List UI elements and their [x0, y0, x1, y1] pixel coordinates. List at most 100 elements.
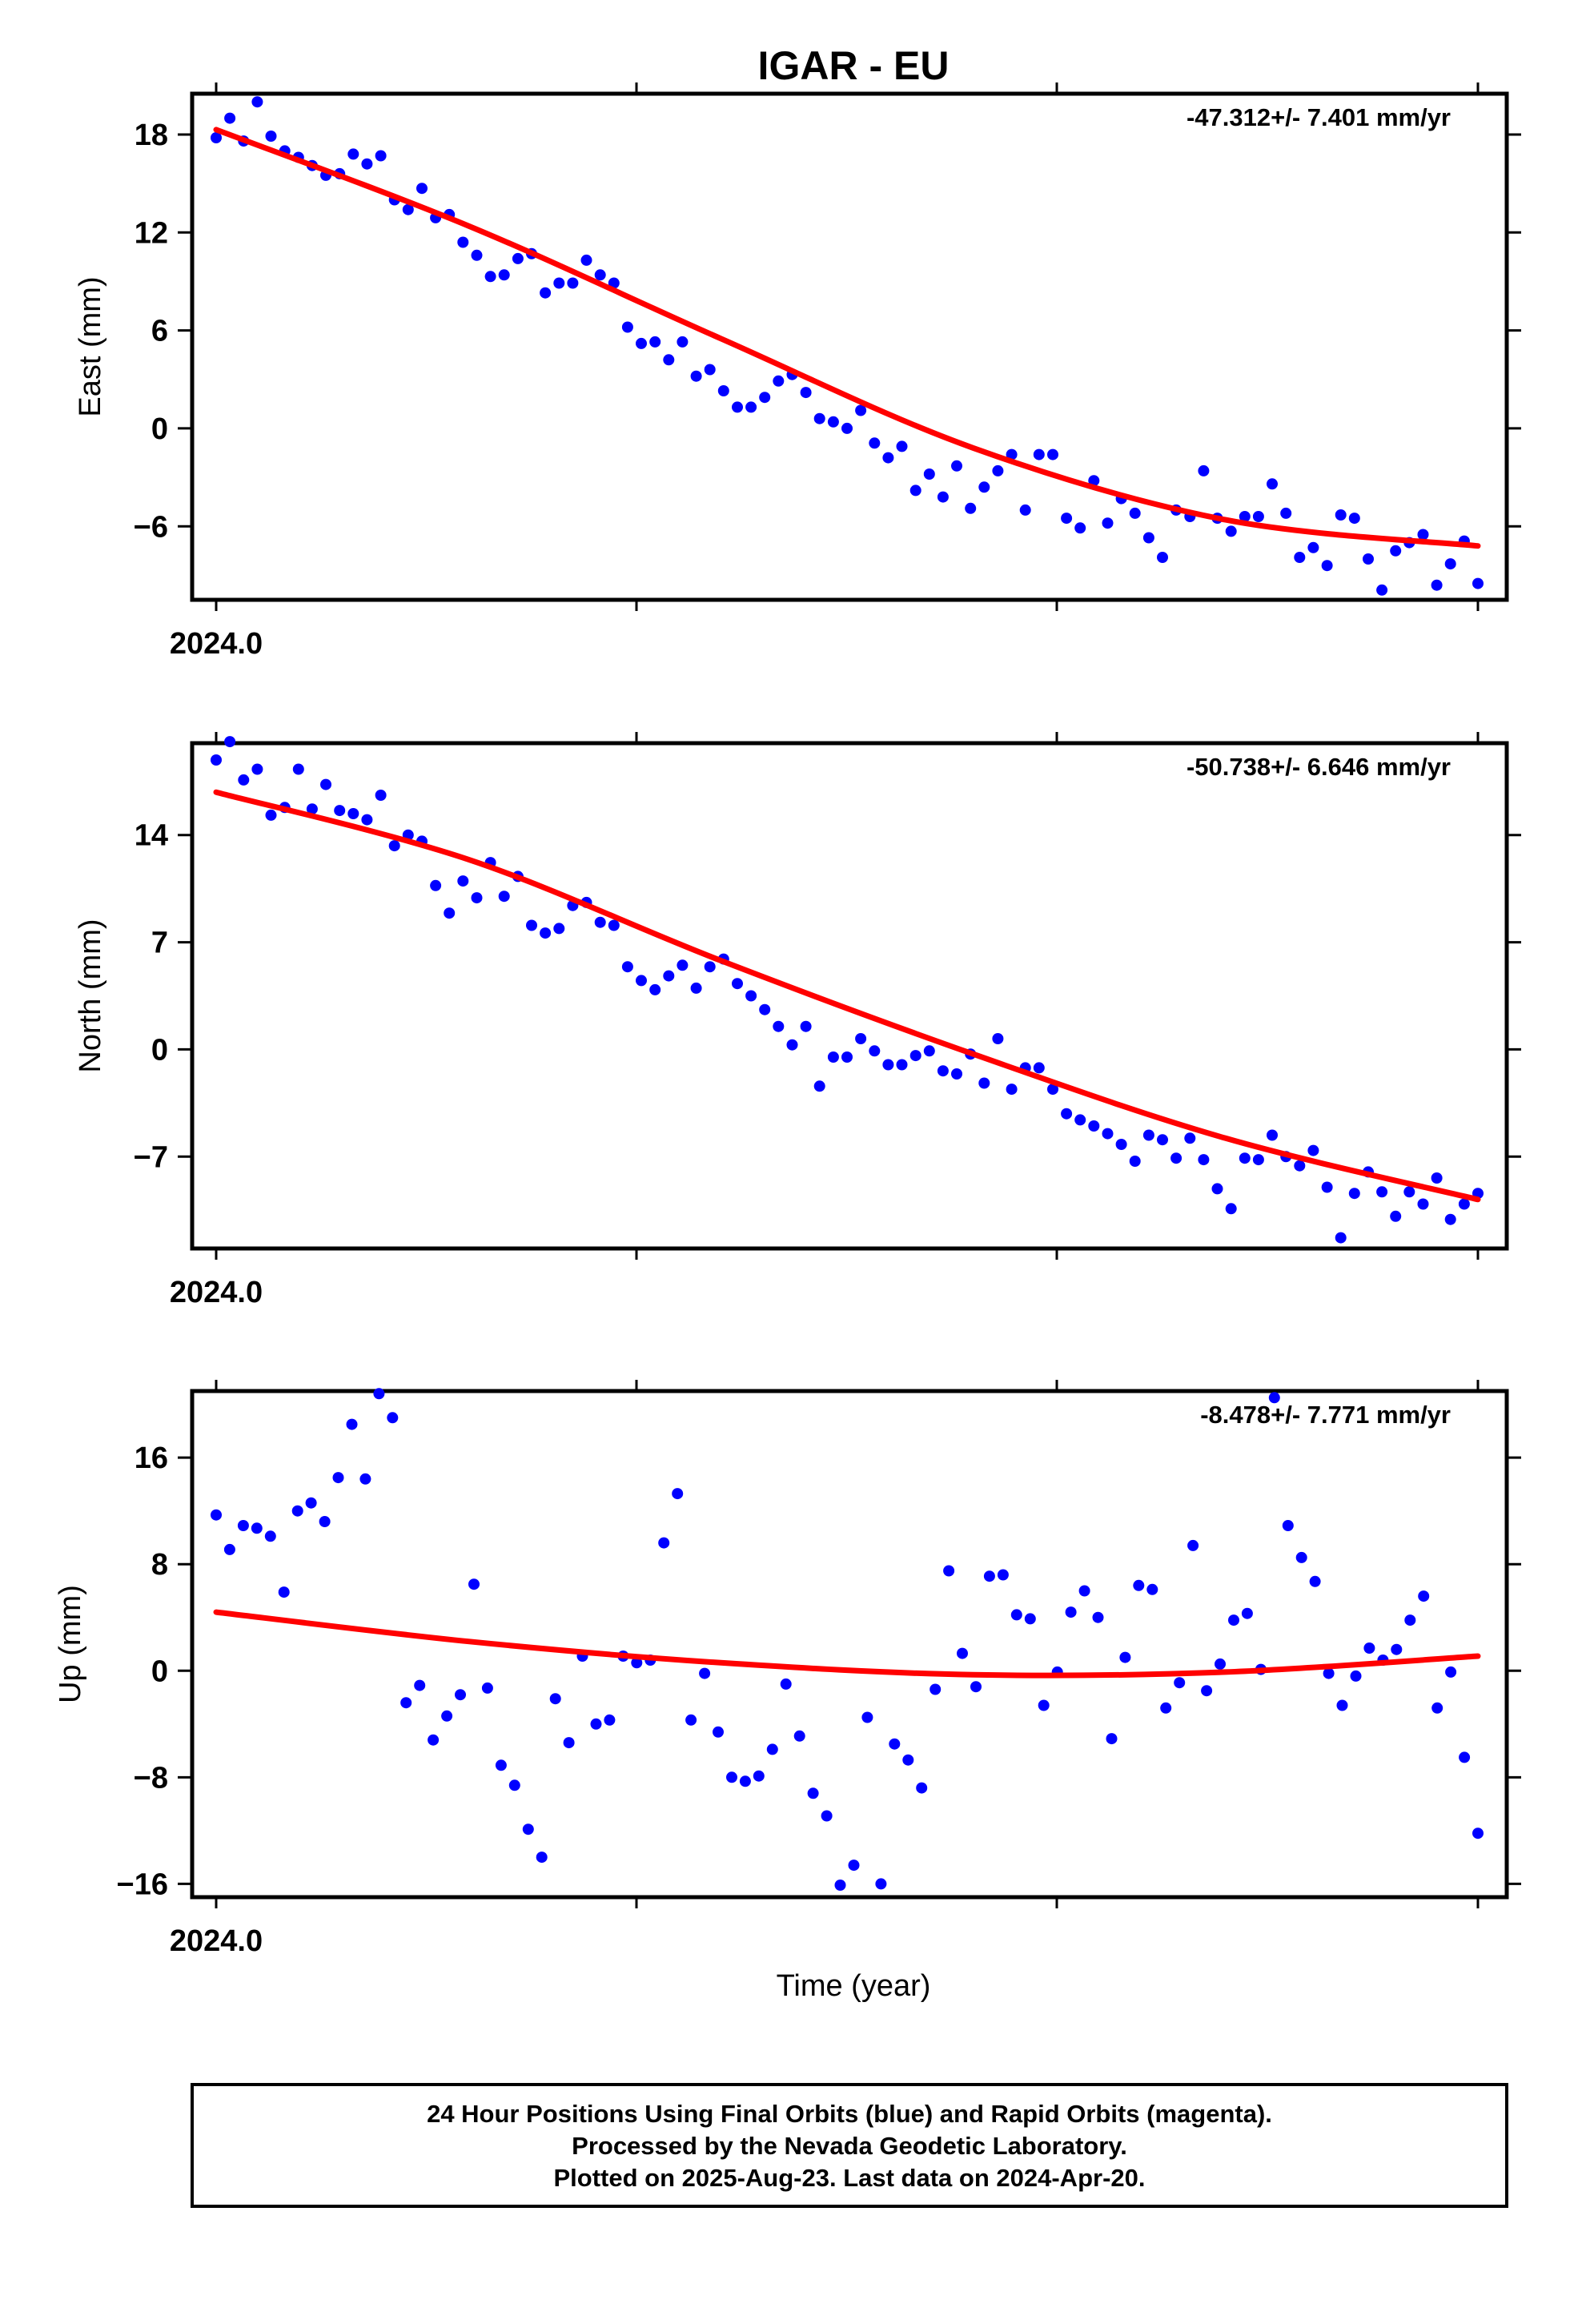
- data-point: [1065, 1606, 1077, 1618]
- data-point: [732, 401, 743, 413]
- y-tick-label: −8: [134, 1761, 168, 1795]
- data-point: [332, 1472, 344, 1484]
- data-point: [251, 1522, 263, 1534]
- data-point: [909, 1050, 921, 1062]
- data-point: [753, 1770, 765, 1782]
- velocity-annotation: -8.478+/- 7.771 mm/yr: [1200, 1401, 1451, 1429]
- data-point: [1038, 1699, 1050, 1711]
- data-point: [251, 96, 263, 108]
- data-point: [992, 1033, 1004, 1044]
- footer-line-3: Plotted on 2025-Aug-23. Last data on 202…: [553, 2164, 1145, 2192]
- data-point: [1146, 1583, 1158, 1595]
- data-point: [855, 1033, 867, 1044]
- data-point: [211, 754, 222, 766]
- data-point: [361, 814, 373, 826]
- data-point: [359, 1473, 371, 1485]
- data-point: [658, 1537, 670, 1549]
- y-tick-label: 14: [135, 819, 168, 853]
- data-point: [1390, 1210, 1402, 1222]
- data-point: [414, 1679, 426, 1691]
- data-point: [902, 1754, 914, 1766]
- data-point: [951, 1068, 962, 1080]
- data-point: [970, 1681, 982, 1693]
- data-point: [739, 1775, 751, 1787]
- data-point: [649, 336, 661, 348]
- data-point: [965, 502, 977, 514]
- data-point: [861, 1711, 873, 1723]
- data-point: [636, 975, 647, 987]
- data-point: [896, 440, 908, 452]
- data-point: [526, 919, 537, 931]
- trend-line: [213, 1609, 1481, 1679]
- trend-line: [213, 127, 1481, 549]
- data-point: [428, 1734, 440, 1746]
- data-point: [1309, 1575, 1321, 1587]
- data-point: [1376, 1186, 1388, 1198]
- data-point: [495, 1759, 507, 1771]
- data-point: [536, 1852, 548, 1864]
- data-point: [636, 337, 647, 349]
- data-point: [1088, 1120, 1100, 1132]
- data-point: [540, 927, 552, 939]
- data-point: [813, 1080, 825, 1092]
- y-tick-label: 0: [151, 412, 168, 446]
- data-point: [717, 385, 729, 396]
- data-point: [1115, 1139, 1127, 1150]
- data-point: [264, 1530, 276, 1542]
- data-point: [1350, 1670, 1362, 1682]
- data-point: [1142, 1129, 1154, 1141]
- data-point: [1201, 1685, 1213, 1697]
- y-tick-label: 7: [151, 927, 168, 960]
- data-point: [265, 131, 277, 142]
- y-tick-label: 16: [135, 1441, 168, 1475]
- data-point: [223, 1543, 235, 1555]
- data-point: [224, 112, 236, 124]
- data-point: [553, 923, 565, 935]
- footer-frame: [191, 2083, 1508, 2208]
- data-point: [305, 1497, 317, 1509]
- data-point: [400, 1697, 412, 1709]
- data-point: [1006, 1084, 1018, 1096]
- data-point: [334, 805, 346, 817]
- data-point: [882, 1059, 894, 1071]
- data-point: [848, 1860, 860, 1872]
- data-point: [1252, 511, 1264, 522]
- data-point: [631, 1657, 643, 1669]
- data-point: [1119, 1651, 1131, 1663]
- data-point: [430, 879, 442, 891]
- data-point: [319, 1516, 331, 1527]
- data-point: [211, 132, 222, 143]
- data-point: [1160, 1702, 1172, 1714]
- data-point: [594, 269, 606, 281]
- velocity-annotation: -47.312+/- 7.401 mm/yr: [1186, 103, 1451, 131]
- chart-title: IGAR - EU: [758, 43, 950, 88]
- data-point: [1418, 1590, 1430, 1602]
- data-point: [978, 481, 990, 493]
- data-point: [553, 277, 565, 289]
- data-point: [690, 370, 702, 382]
- plot-frame: [190, 741, 1509, 1251]
- data-point: [821, 1810, 833, 1822]
- data-point: [786, 1039, 798, 1051]
- y-tick-label: 8: [151, 1548, 168, 1582]
- data-point: [484, 271, 496, 283]
- data-point: [1307, 541, 1319, 553]
- data-point: [896, 1059, 908, 1071]
- data-point: [498, 891, 510, 903]
- data-point: [1157, 1134, 1168, 1146]
- data-point: [869, 1045, 881, 1057]
- data-point: [1074, 1114, 1086, 1126]
- data-point: [1335, 509, 1347, 521]
- data-point: [732, 978, 743, 990]
- data-point: [1252, 1154, 1264, 1166]
- x-axis-label: Time (year): [777, 1969, 931, 2003]
- data-point: [1006, 448, 1018, 460]
- data-point: [211, 1509, 222, 1521]
- data-point: [672, 1488, 684, 1500]
- data-point: [347, 148, 359, 160]
- data-point: [604, 1714, 616, 1726]
- data-point: [882, 452, 894, 464]
- footer-line-2: Processed by the Nevada Geodetic Laborat…: [572, 2132, 1127, 2160]
- data-point: [745, 401, 757, 413]
- data-point: [663, 354, 675, 366]
